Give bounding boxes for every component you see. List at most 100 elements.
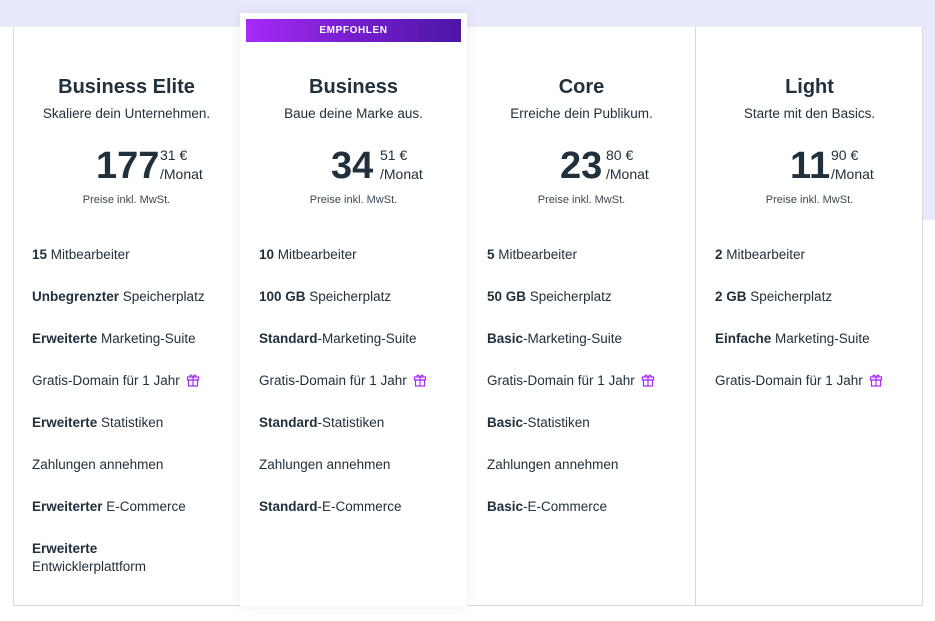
feature-item: Zahlungen annehmen bbox=[487, 456, 692, 498]
feature-highlight: Basic bbox=[487, 415, 524, 430]
feature-text: -Marketing-Suite bbox=[317, 331, 417, 346]
vat-note: Preise inkl. MwSt. bbox=[82, 194, 171, 206]
feature-text: Marketing-Suite bbox=[97, 331, 196, 346]
feature-highlight: 2 bbox=[715, 247, 723, 262]
feature-highlight: Einfache bbox=[715, 331, 772, 346]
gift-icon bbox=[641, 373, 655, 392]
feature-text: Marketing-Suite bbox=[771, 331, 870, 346]
feature-highlight: Erweiterte bbox=[32, 541, 98, 556]
pricing-table bbox=[13, 27, 923, 606]
feature-item: Basic-E-Commerce bbox=[487, 498, 692, 540]
feature-text: Entwicklerplattform bbox=[32, 559, 147, 574]
feature-text: Mitbearbeiter bbox=[274, 247, 357, 262]
price-cents: 80 € bbox=[606, 147, 634, 163]
feature-item: 10 Mitbearbeiter bbox=[259, 246, 464, 288]
gift-icon bbox=[869, 373, 883, 392]
plan-name: Light bbox=[785, 76, 834, 98]
feature-list: 15 Mitbearbeiter Unbegrenzter Speicherpla… bbox=[32, 246, 237, 582]
feature-text: -E-Commerce bbox=[317, 499, 402, 514]
feature-highlight: 10 bbox=[259, 247, 275, 262]
feature-item: Standard-Statistiken bbox=[259, 414, 464, 456]
feature-text: E-Commerce bbox=[102, 499, 186, 514]
top-background-band bbox=[0, 0, 935, 27]
feature-item: Basic-Statistiken bbox=[487, 414, 692, 456]
plan-name: Core bbox=[558, 76, 605, 98]
column-divider bbox=[695, 27, 696, 606]
feature-item: Gratis-Domain für 1 Jahr bbox=[259, 372, 464, 414]
price-whole: 11 bbox=[790, 145, 831, 187]
plan-card-core: Core Erreiche dein Publikum. 23 80 € /Mo… bbox=[468, 27, 695, 606]
price-cents: 51 € bbox=[380, 147, 408, 163]
feature-text: Mitbearbeiter bbox=[494, 247, 578, 262]
recommended-badge: EMPFOHLEN bbox=[246, 19, 461, 42]
feature-list: 10 Mitbearbeiter 100 GB Speicherplatz Stan… bbox=[259, 246, 464, 540]
feature-item: 50 GB Speicherplatz bbox=[487, 288, 692, 330]
feature-item: Einfache Marketing-Suite bbox=[715, 330, 920, 372]
price-cents: 90 € bbox=[831, 147, 859, 163]
price-period: /Monat bbox=[606, 166, 649, 182]
feature-text: Zahlungen annehmen bbox=[259, 457, 391, 472]
feature-highlight: Standard bbox=[259, 499, 318, 514]
feature-highlight: Basic bbox=[487, 499, 524, 514]
plan-card-light: Light Starte mit den Basics. 11 90 € /Mo… bbox=[696, 27, 923, 606]
feature-text: Speicherplatz bbox=[526, 289, 612, 304]
vat-note: Preise inkl. MwSt. bbox=[765, 194, 854, 206]
feature-item: 2 Mitbearbeiter bbox=[715, 246, 920, 288]
feature-highlight: 5 bbox=[487, 247, 495, 262]
feature-list: 5 Mitbearbeiter 50 GB Speicherplatz Basic-… bbox=[487, 246, 692, 540]
plan-name: Business bbox=[309, 76, 398, 98]
plan-name: Business Elite bbox=[58, 76, 195, 98]
feature-highlight: Standard bbox=[259, 415, 318, 430]
feature-item: Basic-Marketing-Suite bbox=[487, 330, 692, 372]
price-cents: 31 € bbox=[160, 147, 188, 163]
feature-text: Speicherplatz bbox=[305, 289, 392, 304]
plan-card-business-elite: Business Elite Skaliere dein Unternehmen… bbox=[13, 27, 240, 606]
feature-item: 5 Mitbearbeiter bbox=[487, 246, 692, 288]
feature-text: -Statistiken bbox=[317, 415, 385, 430]
right-background-band bbox=[923, 0, 935, 220]
price-whole: 34 bbox=[331, 145, 374, 187]
feature-text: -Marketing-Suite bbox=[523, 331, 623, 346]
feature-text: Mitbearbeiter bbox=[722, 247, 806, 262]
feature-item: 2 GB Speicherplatz bbox=[715, 288, 920, 330]
feature-highlight: Basic bbox=[487, 331, 524, 346]
feature-item: Erweiterte Marketing-Suite bbox=[32, 330, 237, 372]
plan-card-business: EMPFOHLEN Business Baue deine Marke aus.… bbox=[240, 13, 467, 606]
feature-highlight: 15 bbox=[32, 247, 48, 262]
feature-text: -Statistiken bbox=[523, 415, 590, 430]
feature-item: Standard-E-Commerce bbox=[259, 498, 464, 540]
feature-item: Erweiterte Entwicklerplattform bbox=[32, 540, 237, 582]
feature-text: Zahlungen annehmen bbox=[32, 457, 164, 472]
feature-text: Gratis-Domain für 1 Jahr bbox=[487, 373, 635, 388]
feature-text: Mitbearbeiter bbox=[47, 247, 130, 262]
plan-tagline: Skaliere dein Unternehmen. bbox=[42, 106, 211, 121]
price-period: /Monat bbox=[160, 166, 203, 182]
feature-item: Gratis-Domain für 1 Jahr bbox=[715, 372, 920, 414]
gift-icon bbox=[186, 373, 200, 392]
price-whole: 23 bbox=[560, 145, 603, 187]
feature-highlight: Standard bbox=[259, 331, 318, 346]
feature-list: 2 Mitbearbeiter 2 GB Speicherplatz Einfach… bbox=[715, 246, 920, 414]
feature-item: Erweiterte Statistiken bbox=[32, 414, 237, 456]
feature-item: Unbegrenzter Speicherplatz bbox=[32, 288, 237, 330]
vat-note: Preise inkl. MwSt. bbox=[537, 194, 626, 206]
feature-text: -E-Commerce bbox=[523, 499, 608, 514]
feature-text: Statistiken bbox=[97, 415, 164, 430]
feature-highlight: 50 GB bbox=[487, 289, 527, 304]
feature-item: Standard-Marketing-Suite bbox=[259, 330, 464, 372]
plan-tagline: Erreiche dein Publikum. bbox=[510, 106, 653, 121]
feature-text: Speicherplatz bbox=[746, 289, 833, 304]
feature-text: Gratis-Domain für 1 Jahr bbox=[259, 373, 407, 388]
feature-highlight: Unbegrenzter bbox=[32, 289, 120, 304]
feature-highlight: 2 GB bbox=[715, 289, 747, 304]
plan-tagline: Starte mit den Basics. bbox=[743, 106, 876, 121]
feature-item: Zahlungen annehmen bbox=[259, 456, 464, 498]
price-period: /Monat bbox=[380, 166, 423, 182]
price-whole: 177 bbox=[96, 145, 160, 187]
feature-text: Gratis-Domain für 1 Jahr bbox=[32, 373, 180, 388]
feature-item: 15 Mitbearbeiter bbox=[32, 246, 237, 288]
feature-highlight: Erweiterte bbox=[32, 331, 98, 346]
feature-item: Gratis-Domain für 1 Jahr bbox=[32, 372, 237, 414]
vat-note: Preise inkl. MwSt. bbox=[309, 194, 398, 206]
feature-item: 100 GB Speicherplatz bbox=[259, 288, 464, 330]
